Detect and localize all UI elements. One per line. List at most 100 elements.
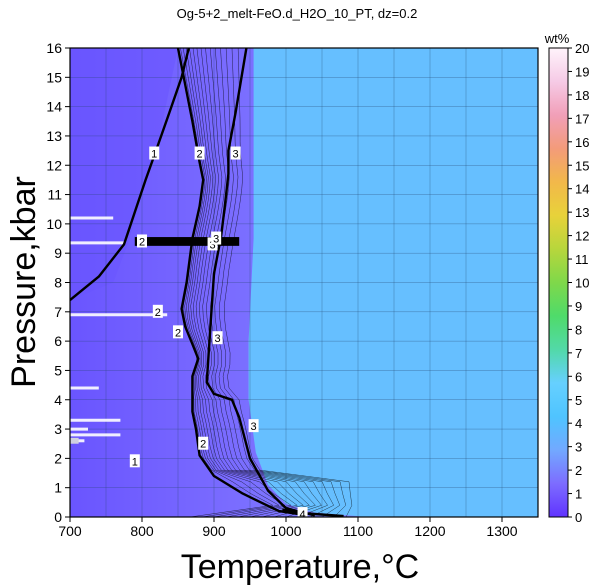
colorbar-tick-label: 7: [575, 346, 582, 361]
minor-contour-line: [190, 48, 298, 517]
contour-label-text: 4: [299, 509, 305, 521]
y-tick-label: 12: [46, 157, 62, 173]
contour-line-4: [282, 508, 344, 517]
colorbar-tick-label: 17: [575, 111, 589, 126]
colorbar-tick-label: 18: [575, 88, 589, 103]
contour-label: 2: [152, 304, 163, 319]
colorbar-tick-label: 14: [575, 182, 589, 197]
colorbar-tick-label: 5: [575, 393, 582, 408]
contour-label-box: [248, 419, 259, 433]
y-tick-label: 6: [54, 333, 62, 349]
x-tick-label: 900: [202, 523, 226, 539]
x-tick-label: 1300: [486, 523, 517, 539]
x-axis-ticks: 700 800 900 1000 1100 1200 1300: [58, 517, 518, 539]
contour-label-box: [297, 507, 308, 517]
minor-contour-line: [223, 48, 353, 517]
minor-contour-line: [199, 48, 316, 517]
contour-label-box: [194, 146, 205, 160]
colorbar-label: wt%: [544, 31, 570, 46]
contour-label-text: 3: [213, 234, 219, 246]
contour-label-text: 3: [215, 333, 221, 345]
y-tick-label: 13: [46, 128, 62, 144]
y-tick-label: 10: [46, 216, 62, 232]
contour-label-text: 2: [155, 307, 161, 319]
y-tick-label: 11: [47, 187, 62, 203]
contour-label: 2: [137, 234, 147, 248]
x-tick-label: 1000: [270, 523, 301, 539]
colorbar-tick-label: 13: [575, 205, 589, 220]
x-tick-label: 1200: [414, 523, 445, 539]
colorbar-tick-label: 0: [575, 510, 582, 525]
y-tick-label: 8: [54, 275, 62, 291]
contour-label: 1: [149, 146, 160, 161]
contour-cluster-9kbar: [134, 237, 240, 246]
contour-line-2: [176, 48, 308, 517]
contour-label-text: 3: [209, 239, 215, 251]
contour-label-box: [173, 325, 183, 339]
contour-label-box: [211, 231, 222, 245]
contour-label: 3: [248, 419, 259, 433]
major-contours: [70, 48, 344, 517]
minor-contour-line: [195, 48, 310, 517]
colorbar-tick-label: 11: [575, 252, 589, 267]
x-axis-title: Temperature,°C: [181, 548, 419, 586]
contour-label-box: [149, 146, 160, 160]
contour-label-box: [198, 436, 209, 450]
y-tick-label: 1: [54, 480, 62, 496]
contour-label-text: 2: [175, 327, 181, 339]
contour-label: 3: [212, 331, 223, 345]
low-temperature-field: [70, 48, 178, 301]
contour-label: 3: [211, 231, 222, 246]
contour-label: 2: [173, 325, 183, 339]
minor-contour-line: [202, 48, 322, 517]
contour-label-box: [137, 234, 147, 248]
contour-line-3: [205, 48, 316, 517]
y-tick-label: 2: [54, 450, 62, 466]
minor-contours: [180, 48, 353, 517]
colorbar-tick-label: 12: [575, 229, 589, 244]
artifact-block: [70, 437, 79, 444]
y-tick-label: 9: [54, 245, 62, 261]
contour-label-box: [152, 304, 163, 318]
contour-label-text: 1: [132, 456, 138, 468]
minor-contour-line: [219, 48, 347, 517]
grid-lines: [70, 48, 538, 517]
y-tick-label: 4: [54, 392, 62, 408]
contour-label-text: 3: [251, 421, 257, 433]
minor-contour-line: [214, 48, 341, 517]
x-tick-label: 1100: [343, 523, 373, 539]
contour-label: 2: [194, 146, 205, 161]
colorbar-tick-label: 19: [575, 64, 589, 79]
contour-label-text: 2: [200, 439, 206, 451]
colorbar-scale: [548, 47, 569, 518]
colorbar-tick-label: 4: [575, 416, 582, 431]
contour-label-text: 2: [197, 149, 203, 161]
colorbar-tick-label: 6: [575, 369, 582, 384]
contour-label: 3: [230, 146, 241, 161]
y-tick-label: 16: [46, 40, 62, 56]
y-tick-label: 7: [54, 304, 62, 320]
contour-label-text: 2: [139, 236, 145, 248]
minor-contour-line: [206, 48, 328, 517]
contour-label-text: 1: [151, 149, 157, 161]
contour-label-box: [129, 454, 140, 468]
contour-label: 2: [198, 436, 209, 451]
colorbar-tick-label: 16: [575, 135, 589, 150]
contour-line-1: [70, 48, 190, 302]
y-tick-label: 5: [54, 362, 62, 378]
x-tick-label: 700: [58, 523, 82, 539]
contour-label-box: [230, 146, 241, 160]
colorbar-tick-label: 2: [575, 463, 582, 478]
contour-label: 4: [297, 507, 308, 521]
colorbar-tick-label: 3: [575, 440, 582, 455]
white-artifact-bars: [70, 216, 168, 444]
x-tick-label: 800: [130, 523, 154, 539]
colorbar-tick-label: 20: [575, 41, 589, 56]
y-tick-label: 14: [46, 99, 62, 115]
y-tick-label: 15: [46, 69, 62, 85]
